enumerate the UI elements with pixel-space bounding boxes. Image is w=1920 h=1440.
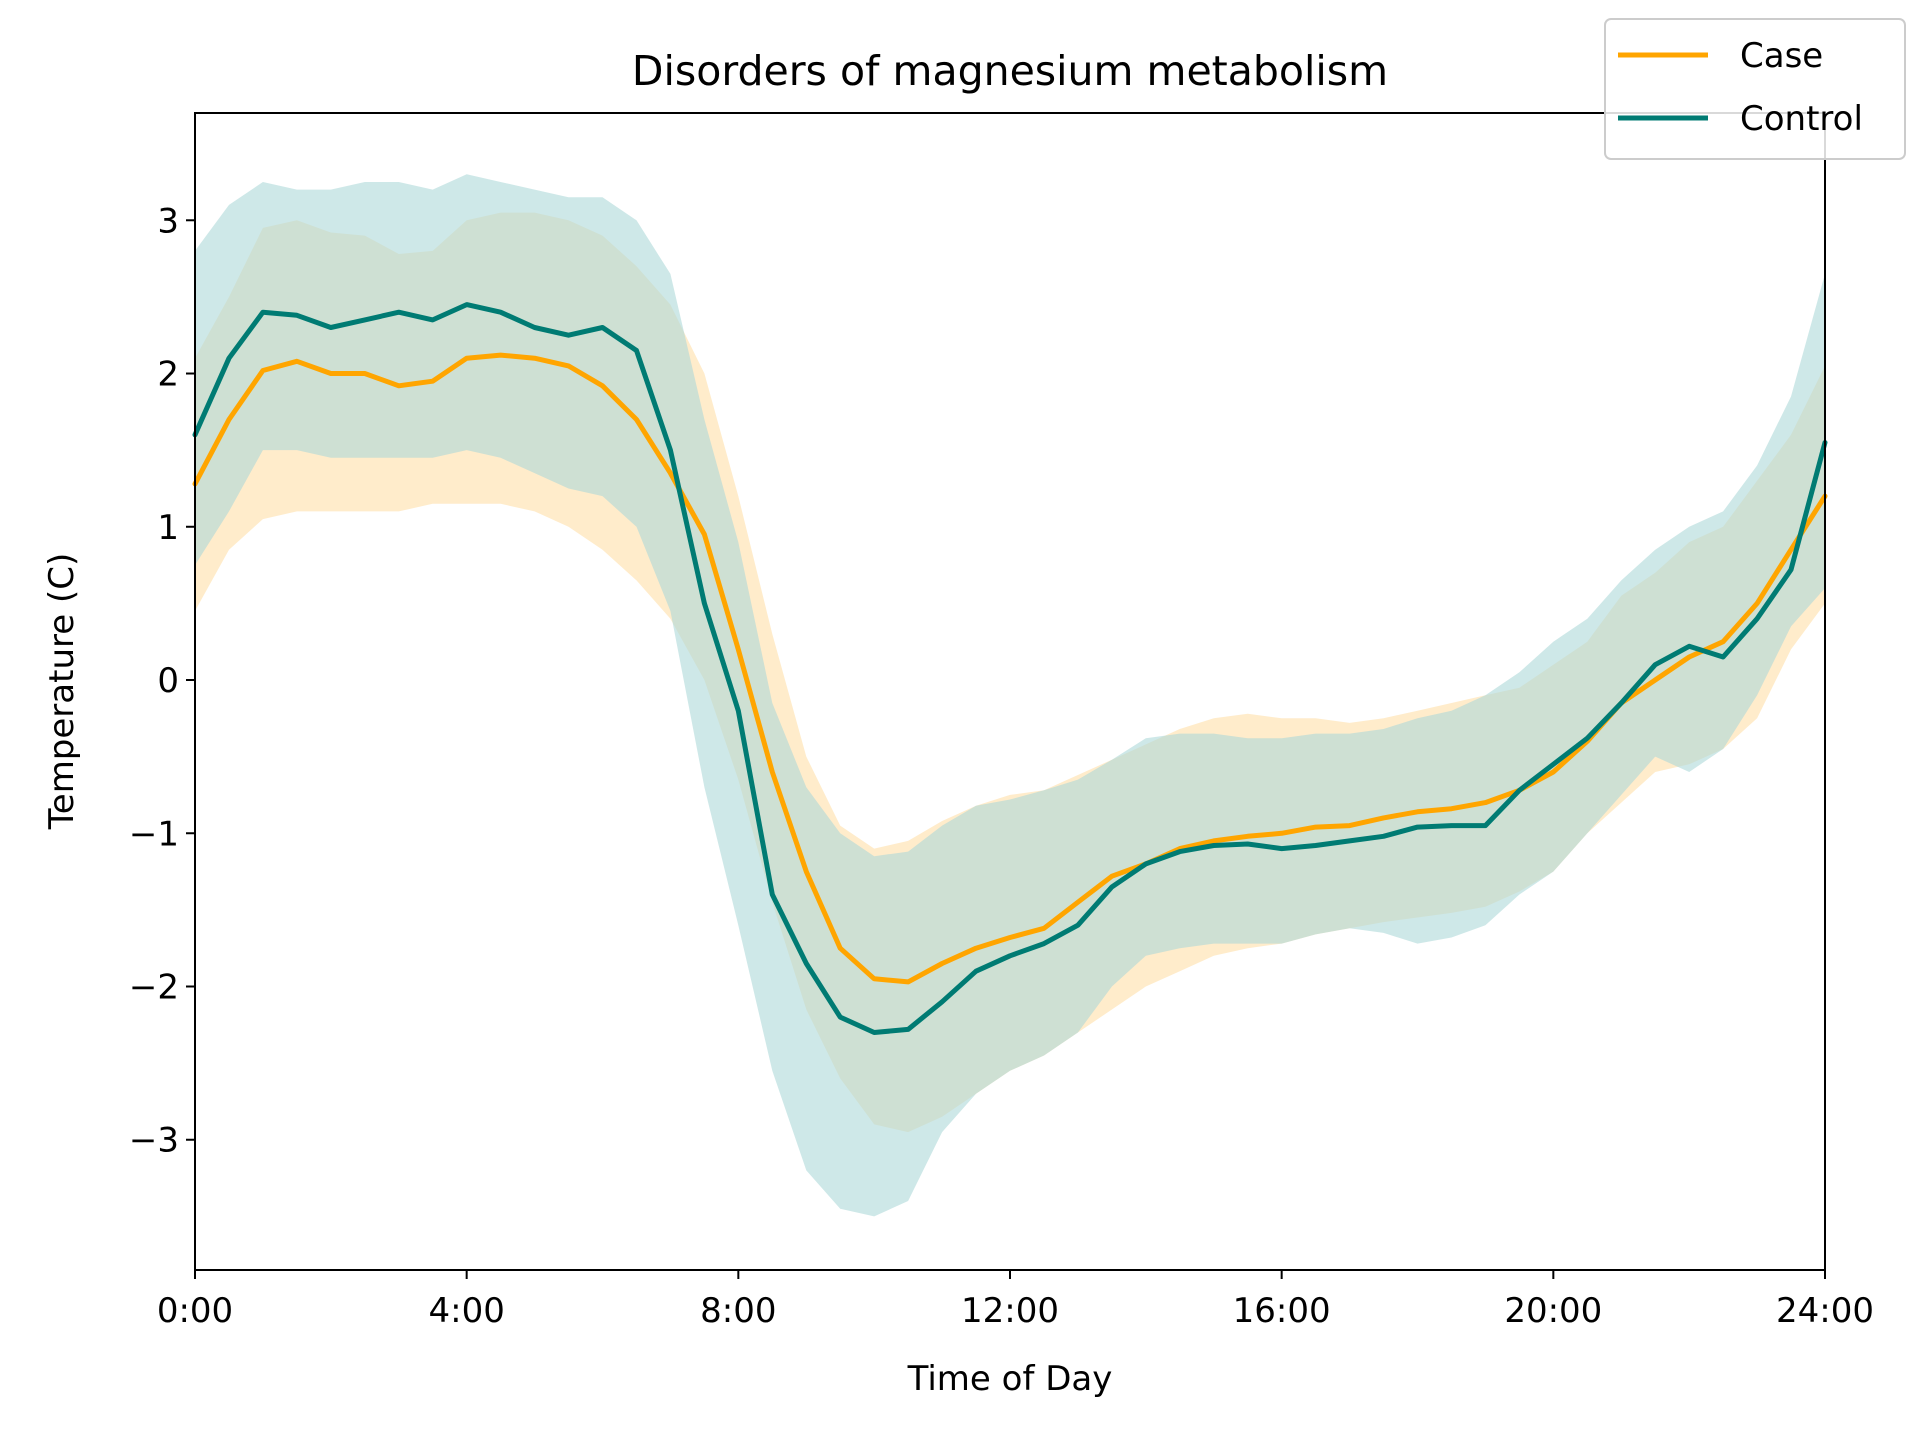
x-axis: 0:00 4:00 8:00 12:00 16:00 20:00 24:00 [157,1270,1874,1331]
x-tick-label: 16:00 [1233,1291,1331,1331]
chart-title: Disorders of magnesium metabolism [632,47,1388,95]
legend-label-case: Case [1740,36,1823,76]
x-tick-label: 8:00 [700,1291,776,1331]
x-tick-label: 24:00 [1776,1291,1874,1331]
confidence-bands [195,174,1825,1217]
y-tick-label: 2 [157,355,179,395]
x-tick-label: 20:00 [1504,1291,1602,1331]
x-tick-label: 12:00 [961,1291,1059,1331]
y-axis: −3 −2 −1 0 1 2 3 [129,201,195,1161]
y-tick-label: −1 [129,814,179,854]
y-tick-label: −3 [129,1121,179,1161]
band-control [195,174,1825,1217]
x-tick-label: 4:00 [428,1291,504,1331]
y-tick-label: 3 [157,201,179,241]
legend: Case Control [1604,18,1906,160]
y-tick-label: −2 [129,967,179,1007]
x-axis-title: Time of Day [907,1359,1113,1399]
line-control [192,302,1828,1035]
y-tick-label: 0 [157,661,179,701]
series-lines [192,302,1828,1035]
line-case [192,352,1828,985]
y-axis-title: Temperature (C) [42,553,82,830]
legend-label-control: Control [1740,99,1863,139]
x-tick-label: 0:00 [157,1291,233,1331]
y-tick-label: 1 [157,508,179,548]
